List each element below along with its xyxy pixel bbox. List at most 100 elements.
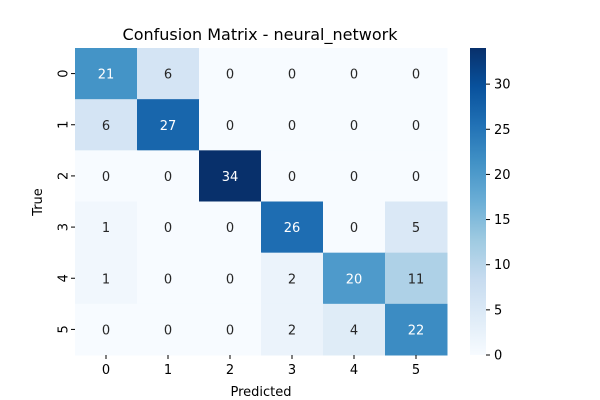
heatmap-cell: [323, 99, 386, 151]
cell-value-label: 21: [98, 68, 115, 83]
y-tick-label: 1: [57, 121, 72, 129]
heatmap-cell: [323, 252, 386, 305]
colorbar-tick-label: 5: [494, 303, 502, 318]
cell-value-label: 0: [288, 68, 296, 83]
cell-value-label: 0: [412, 119, 420, 134]
cell-value-label: 0: [102, 170, 110, 185]
heatmap-cell: [199, 201, 262, 254]
heatmap-cell: [261, 201, 324, 254]
cell-value-label: 26: [284, 221, 301, 236]
colorbar-tick-label: 30: [494, 78, 511, 93]
cell-value-label: 20: [346, 272, 363, 287]
cell-value-label: 0: [350, 119, 358, 134]
heatmap-cell: [385, 150, 448, 202]
cell-value-label: 27: [160, 119, 177, 134]
heatmap-cell: [385, 252, 448, 305]
colorbar-tick-label: 20: [494, 168, 511, 183]
heatmap-cell: [385, 303, 448, 356]
cell-value-label: 0: [288, 170, 296, 185]
cell-value-label: 0: [164, 272, 172, 287]
cell-value-label: 5: [412, 221, 420, 236]
colorbar: [470, 48, 486, 355]
y-tick-label: 2: [57, 172, 72, 180]
heatmap-cell: [137, 201, 200, 254]
cell-value-label: 1: [102, 272, 110, 287]
y-tick-label: 3: [57, 223, 72, 231]
cell-value-label: 6: [164, 68, 172, 83]
cell-value-label: 0: [412, 68, 420, 83]
y-axis: 0 1 2 3 4 5: [57, 69, 75, 334]
cell-value-label: 0: [412, 170, 420, 185]
heatmap-cell: [261, 252, 324, 305]
heatmap-cell: [199, 303, 262, 356]
cell-value-label: 0: [350, 170, 358, 185]
y-tick-label: 5: [57, 325, 72, 333]
cell-value-label: 0: [226, 323, 234, 338]
colorbar-tick-label: 0: [494, 349, 502, 364]
heatmap-cell: [75, 303, 138, 356]
x-axis: 0 1 2 3 4 5: [102, 355, 420, 378]
y-tick-label: 4: [57, 274, 72, 282]
cell-value-label: 0: [350, 68, 358, 83]
heatmap-cell: [137, 252, 200, 305]
cell-value-label: 0: [102, 323, 110, 338]
cell-value-labels: 21 6 0 0 0 06 27 0 0 0 00 0 34 0 0 01 0 0 26 0 51 0 0 2 20 110 0 0 2…: [98, 68, 425, 339]
heatmap-cell: [137, 150, 200, 202]
cell-value-label: 0: [164, 323, 172, 338]
cell-value-label: 2: [288, 272, 296, 287]
colorbar-ticks: 0 5 10 15 20 25 30: [486, 78, 511, 364]
heatmap-cell: [75, 150, 138, 202]
colorbar-tick-label: 15: [494, 213, 511, 228]
cell-value-label: 0: [226, 272, 234, 287]
heatmap-cell: [137, 48, 200, 100]
heatmap-cell: [261, 48, 324, 100]
cell-value-label: 22: [408, 323, 425, 338]
heatmap-cell: [199, 150, 262, 202]
heatmap-cell: [261, 99, 324, 151]
cell-value-label: 0: [164, 221, 172, 236]
cell-value-label: 0: [226, 68, 234, 83]
y-tick-label: 0: [57, 69, 72, 77]
cell-value-label: 0: [288, 119, 296, 134]
cell-value-label: 0: [164, 170, 172, 185]
cell-value-label: 0: [226, 221, 234, 236]
heatmap-cell: [75, 201, 138, 254]
heatmap-cell: [385, 201, 448, 254]
heatmap-cell: [261, 150, 324, 202]
heatmap-cell: [323, 201, 386, 254]
x-tick-label: 1: [164, 363, 172, 378]
colorbar-tick-label: 25: [494, 123, 511, 138]
x-tick-label: 5: [412, 363, 420, 378]
cell-value-label: 1: [102, 221, 110, 236]
heatmap-cell: [323, 150, 386, 202]
heatmap-cell: [385, 99, 448, 151]
heatmap-cell: [323, 48, 386, 100]
cell-value-label: 4: [350, 323, 358, 338]
x-axis-label: Predicted: [230, 385, 291, 400]
cell-value-label: 0: [226, 119, 234, 134]
cell-value-label: 0: [350, 221, 358, 236]
cell-value-label: 11: [408, 272, 425, 287]
x-tick-label: 2: [226, 363, 234, 378]
heatmap-cell: [137, 99, 200, 151]
heatmap-cell: [75, 48, 138, 100]
heatmap-cell: [75, 252, 138, 305]
heatmap-cell: [199, 252, 262, 305]
heatmap-cell: [199, 48, 262, 100]
heatmap-cell: [75, 99, 138, 151]
cell-value-label: 34: [222, 170, 239, 185]
heatmap-cell: [261, 303, 324, 356]
heatmap-cell: [323, 303, 386, 356]
heatmap-cell: [137, 303, 200, 356]
colorbar-tick-label: 10: [494, 258, 511, 273]
cell-value-label: 2: [288, 323, 296, 338]
x-tick-label: 4: [350, 363, 358, 378]
x-tick-label: 0: [102, 363, 110, 378]
cell-value-label: 6: [102, 119, 110, 134]
y-axis-label: True: [31, 188, 46, 217]
chart-title: Confusion Matrix - neural_network: [123, 25, 399, 45]
heatmap-cells: [75, 48, 448, 356]
heatmap-cell: [385, 48, 448, 100]
